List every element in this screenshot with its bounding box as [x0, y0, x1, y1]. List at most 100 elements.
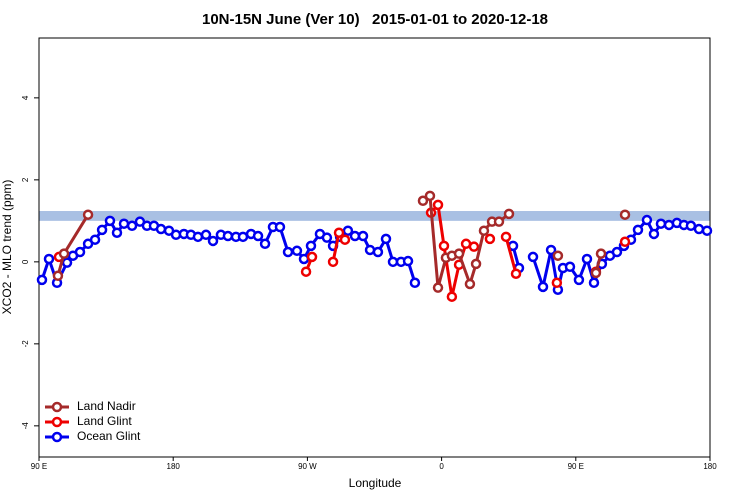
- chart-title: 10N-15N June (Ver 10) 2015-01-01 to 2020…: [202, 11, 548, 28]
- data-point: [655, 218, 667, 229]
- data-point: [402, 255, 414, 267]
- data-point: [200, 229, 212, 241]
- legend-marker: [51, 416, 63, 428]
- data-point: [298, 253, 310, 265]
- legend-marker: [51, 431, 63, 443]
- data-point: [118, 218, 130, 229]
- data-point: [349, 230, 361, 242]
- series: [54, 192, 629, 292]
- data-point: [380, 233, 392, 245]
- data-point: [438, 240, 450, 252]
- data-point: [453, 248, 465, 259]
- y-tick-label: 4: [21, 95, 30, 100]
- data-point: [207, 235, 219, 247]
- data-point: [573, 274, 585, 286]
- data-point: [321, 232, 333, 243]
- data-point: [89, 234, 101, 245]
- legend-marker: [51, 401, 63, 413]
- y-tick-label: 0: [21, 259, 30, 264]
- data-point: [222, 230, 234, 242]
- y-tick-label: 2: [21, 177, 30, 182]
- data-point: [372, 246, 384, 258]
- data-point: [581, 253, 593, 265]
- data-point: [595, 248, 607, 259]
- data-point: [192, 231, 204, 243]
- data-point: [478, 225, 490, 236]
- data-point: [82, 209, 94, 220]
- x-tick-label: 0: [439, 462, 444, 471]
- data-point: [43, 253, 55, 265]
- legend-label: Ocean Glint: [77, 429, 141, 443]
- data-point: [357, 230, 369, 242]
- data-point: [126, 220, 138, 232]
- data-point: [551, 277, 563, 289]
- data-point: [510, 268, 522, 279]
- data-point: [259, 238, 271, 250]
- data-point: [537, 281, 549, 293]
- data-point: [74, 246, 86, 258]
- data-point: [111, 227, 123, 238]
- data-point: [252, 230, 264, 242]
- reference-band: [39, 211, 710, 221]
- data-point: [96, 224, 108, 236]
- x-tick-label: 180: [167, 462, 181, 471]
- data-point: [387, 256, 399, 268]
- data-point: [503, 208, 515, 220]
- data-point: [291, 245, 303, 257]
- data-point: [507, 240, 519, 252]
- data-point: [596, 258, 608, 270]
- data-point: [619, 209, 631, 220]
- plot-frame: [38, 37, 711, 458]
- data-point: [155, 223, 167, 235]
- x-tick-label: 180: [703, 462, 717, 471]
- x-axis-label: Longitude: [349, 476, 402, 490]
- data-point: [58, 248, 70, 259]
- data-point: [446, 291, 458, 302]
- data-point: [464, 278, 476, 290]
- series: [36, 214, 713, 295]
- y-tick-label: -2: [21, 340, 30, 348]
- data-point: [274, 221, 286, 233]
- data-point: [104, 215, 116, 227]
- data-point: [339, 234, 351, 245]
- data-point: [552, 250, 564, 261]
- data-point: [36, 274, 48, 286]
- data-point: [432, 199, 444, 211]
- data-point: [545, 244, 557, 256]
- series: [53, 199, 629, 302]
- data-point: [648, 228, 660, 240]
- data-point: [590, 267, 602, 279]
- legend-label: Land Glint: [77, 414, 132, 428]
- data-point: [527, 251, 539, 263]
- data-point: [409, 277, 421, 289]
- data-point: [500, 231, 512, 243]
- x-tick-label: 90 E: [31, 462, 47, 471]
- x-tick-label: 90 E: [568, 462, 584, 471]
- data-point: [342, 225, 354, 236]
- data-point: [564, 261, 576, 273]
- y-tick-label: -4: [21, 422, 30, 430]
- data-point: [611, 246, 623, 258]
- data-point: [300, 266, 312, 277]
- data-point: [632, 224, 644, 236]
- data-point: [468, 241, 480, 252]
- data-point: [282, 246, 294, 258]
- data-point: [484, 233, 496, 245]
- legend-label: Land Nadir: [77, 399, 136, 413]
- y-axis-label: XCO2 - MLO trend (ppm): [0, 180, 14, 315]
- data-point: [493, 216, 505, 227]
- data-point: [237, 231, 249, 243]
- data-point: [306, 251, 318, 263]
- data-point: [588, 277, 600, 289]
- data-point: [685, 220, 697, 232]
- data-point: [52, 270, 64, 282]
- data-point: [701, 225, 713, 236]
- data-point: [417, 195, 429, 207]
- x-tick-label: 90 W: [298, 462, 317, 471]
- data-point: [470, 258, 482, 270]
- data-point: [432, 282, 444, 293]
- data-point: [693, 223, 705, 235]
- data-point: [305, 240, 317, 252]
- data-point: [424, 190, 436, 202]
